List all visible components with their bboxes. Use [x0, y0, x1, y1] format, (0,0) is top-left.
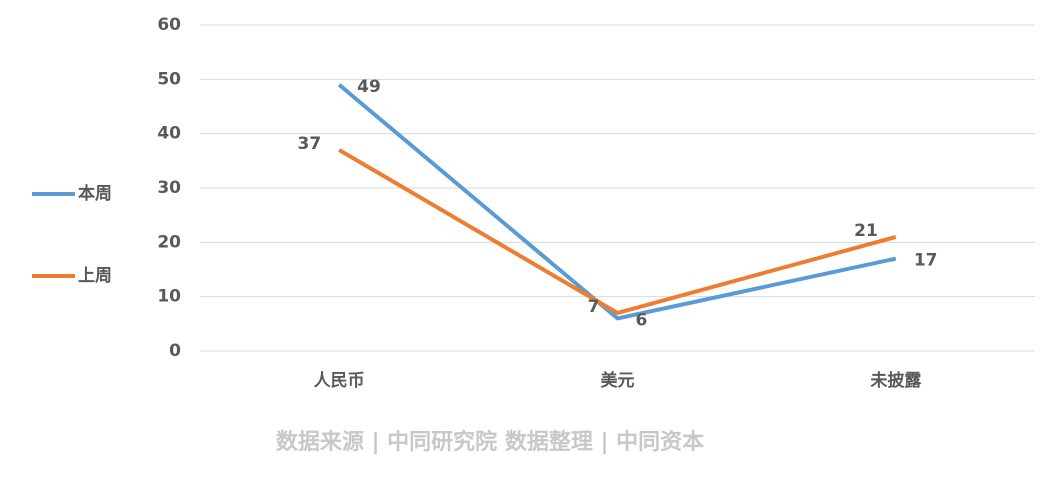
data-label: 37	[297, 134, 321, 154]
data-label: 6	[636, 310, 648, 330]
y-tick-label: 10	[157, 287, 181, 307]
y-tick-label: 30	[157, 178, 181, 198]
source-note: 数据来源 | 中同研究院 数据整理 | 中同资本	[276, 429, 704, 455]
data-label: 49	[357, 77, 381, 97]
series-line	[338, 148, 897, 315]
legend-label: 本周	[78, 183, 112, 204]
data-label: 17	[914, 251, 938, 271]
data-label: 7	[588, 297, 600, 317]
x-tick-label: 人民币	[314, 371, 365, 391]
y-tick-label: 50	[157, 69, 181, 89]
x-tick-label: 美元	[601, 370, 635, 391]
y-tick-label: 20	[157, 232, 181, 252]
data-label: 21	[854, 221, 878, 241]
y-tick-label: 60	[157, 15, 181, 35]
legend-label: 上周	[78, 266, 112, 286]
series-line	[337, 83, 897, 321]
x-tick-label: 未披露	[869, 370, 922, 391]
y-tick-label: 40	[157, 124, 181, 144]
y-tick-label: 0	[169, 341, 181, 361]
